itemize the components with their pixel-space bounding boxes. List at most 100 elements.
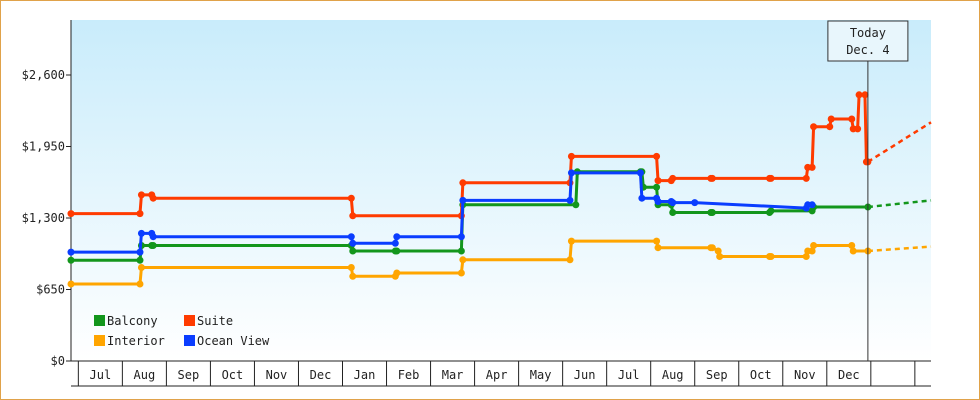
data-point (802, 253, 810, 260)
x-tick-label: Feb (398, 368, 420, 382)
data-point (149, 194, 157, 202)
data-point (149, 242, 157, 249)
data-point (636, 169, 644, 177)
x-tick-label: Apr (486, 368, 508, 382)
data-point (67, 210, 75, 218)
data-point (67, 256, 75, 264)
legend-item-ocean-view: Ocean View (184, 334, 270, 348)
data-point (638, 194, 646, 202)
data-point (669, 174, 677, 182)
data-point (459, 196, 467, 204)
data-point (457, 233, 465, 241)
x-tick-label: Oct (222, 368, 244, 382)
data-point (861, 91, 869, 99)
legend-item-suite: Suite (184, 314, 233, 328)
legend: Balcony Suite Interior Ocean View (94, 314, 270, 348)
x-tick-label: Mar (442, 368, 464, 382)
data-point (566, 196, 574, 204)
y-tick-label: $1,300 (22, 211, 65, 225)
data-point (767, 207, 775, 215)
data-point (653, 237, 661, 245)
legend-label: Balcony (107, 314, 158, 328)
data-point (808, 201, 816, 209)
data-point (393, 247, 401, 255)
today-label: Today (850, 26, 886, 40)
data-point (654, 198, 662, 205)
data-point (567, 152, 575, 160)
legend-label: Interior (107, 334, 165, 348)
legend-label: Suite (197, 314, 233, 328)
data-point (708, 174, 716, 182)
x-tick-label: Jul (90, 368, 112, 382)
data-point (459, 256, 467, 264)
y-tick-label: $650 (36, 283, 65, 297)
data-point (810, 123, 818, 131)
legend-swatch (184, 315, 195, 326)
data-point (137, 264, 145, 271)
x-tick-label: Sep (178, 368, 200, 382)
data-point (808, 163, 816, 171)
today-marker: Today Dec. 4 (827, 20, 909, 361)
x-tick-label: Jan (354, 368, 376, 382)
data-point (767, 174, 775, 182)
data-point (708, 244, 716, 252)
data-point (349, 272, 357, 280)
data-point (827, 115, 835, 123)
data-point (457, 247, 465, 255)
x-tick-label: May (530, 368, 552, 382)
data-point (67, 280, 75, 288)
data-point (572, 201, 580, 209)
data-point (653, 152, 661, 160)
data-point (716, 253, 724, 260)
legend-swatch (94, 335, 105, 346)
data-point (566, 256, 574, 264)
x-tick-label: Jul (618, 368, 640, 382)
legend-item-interior: Interior (94, 334, 165, 348)
x-tick-label: Sep (706, 368, 728, 382)
x-tick-label: Aug (662, 368, 684, 382)
data-point (855, 91, 863, 99)
data-point (136, 256, 144, 264)
data-point (653, 183, 661, 191)
data-point (849, 247, 857, 255)
data-point (137, 191, 145, 199)
data-point (567, 237, 575, 245)
data-point (854, 125, 862, 133)
data-point (393, 233, 401, 241)
data-point (349, 212, 357, 220)
series-layer (67, 91, 932, 288)
data-point (567, 169, 575, 177)
series-forecast-line (867, 199, 932, 209)
data-point (391, 239, 399, 247)
x-axis: Jul Aug Sep Oct Nov Dec Jan Feb Mar Apr May Jun Jul A… (71, 360, 931, 387)
data-point (848, 115, 856, 123)
data-point (347, 264, 355, 271)
today-box (827, 20, 909, 62)
data-point (136, 248, 144, 256)
data-point (654, 244, 662, 252)
data-point (691, 199, 699, 207)
series-forecast-line (867, 121, 932, 163)
data-point (459, 179, 467, 187)
data-point (802, 174, 810, 182)
legend-item-balcony: Balcony (94, 314, 158, 328)
series-forecast-line (867, 245, 932, 253)
plot-background (71, 20, 931, 361)
data-point (136, 210, 144, 218)
data-point (136, 280, 144, 288)
x-tick-label: Nov (266, 368, 288, 382)
data-point (349, 239, 357, 247)
y-tick-label: $0 (51, 354, 65, 368)
y-tick-label: $1,950 (22, 140, 65, 154)
data-point (67, 248, 75, 256)
series-interior (67, 237, 932, 288)
data-point (714, 247, 722, 255)
data-point (767, 253, 775, 260)
data-point (654, 177, 662, 185)
x-tick-label: Dec (838, 368, 860, 382)
data-point (393, 269, 401, 277)
data-point (457, 269, 465, 277)
x-tick-label: Jun (574, 368, 596, 382)
data-point (347, 194, 355, 202)
